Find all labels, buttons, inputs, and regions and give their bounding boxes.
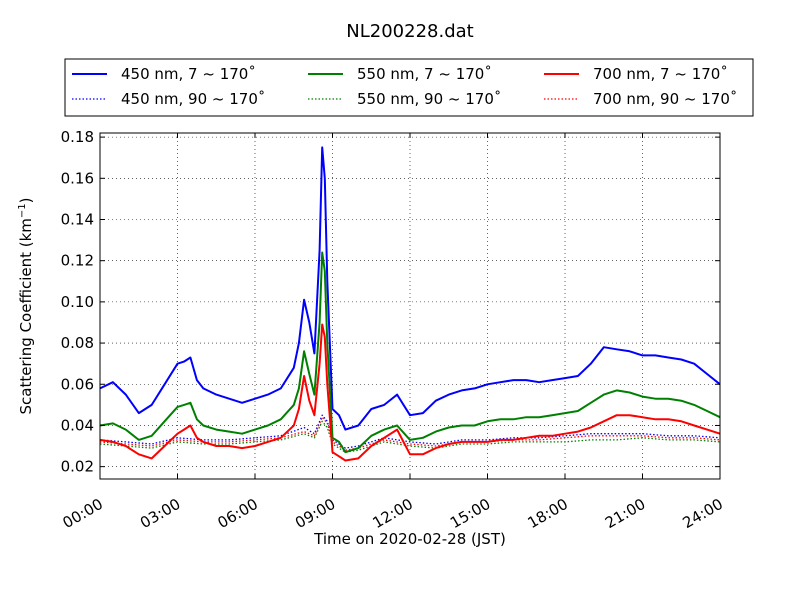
legend-label: 700 nm, 90 ~ 170˚	[593, 90, 737, 108]
series-line-back-3	[99, 420, 721, 453]
series-line-full-4	[99, 323, 721, 462]
y-tick-label: 0.14	[61, 211, 94, 229]
legend-label: 550 nm, 7 ~ 170˚	[357, 65, 492, 83]
y-tick-label: 0.18	[61, 128, 94, 146]
legend-label: 700 nm, 7 ~ 170˚	[593, 65, 728, 83]
legend-label: 450 nm, 90 ~ 170˚	[121, 90, 265, 108]
ticks	[99, 133, 721, 479]
y-tick-label: 0.06	[61, 375, 94, 393]
y-tick-label: 0.10	[61, 293, 94, 311]
y-tick-label: 0.04	[61, 416, 94, 434]
legend: 450 nm, 7 ~ 170˚ 450 nm, 90 ~ 170˚ 550 nm,…	[64, 58, 754, 117]
chart-title: NL200228.dat	[346, 21, 473, 42]
legend-frame	[64, 58, 754, 117]
y-tick-label: 0.16	[61, 169, 94, 187]
y-tick-label: 0.12	[61, 252, 94, 270]
series-line-back-5	[99, 416, 721, 451]
series-line-back-1	[99, 414, 721, 449]
y-axis-label: Scattering Coefficient (km−1)	[17, 197, 35, 414]
series-layer	[99, 146, 721, 462]
y-tick-label: 0.08	[61, 334, 94, 352]
y-axis-label-main: Scattering Coefficient (km	[17, 218, 35, 414]
y-axis-label-close: )	[17, 197, 35, 203]
legend-label: 550 nm, 90 ~ 170˚	[357, 90, 501, 108]
series-line-full-2	[99, 251, 721, 454]
y-tick-labels: 0.02 0.04 0.06 0.08 0.10 0.12 0.14 0.16 0.18	[61, 128, 94, 476]
legend-label: 450 nm, 7 ~ 170˚	[121, 65, 256, 83]
y-axis-label-sup: −1	[17, 203, 28, 218]
x-axis-label: Time on 2020-02-28 (JST)	[313, 530, 506, 548]
gridlines	[100, 133, 720, 479]
series-line-full-0	[99, 146, 721, 431]
y-tick-label: 0.02	[61, 458, 94, 476]
